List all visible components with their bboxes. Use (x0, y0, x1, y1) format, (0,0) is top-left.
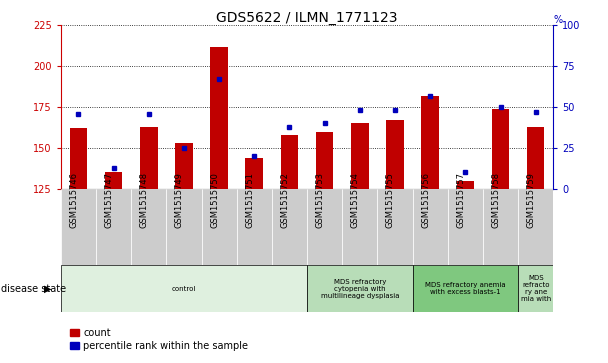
Text: GSM1515758: GSM1515758 (491, 172, 500, 228)
Bar (413, 189, 447, 265)
Text: %: % (553, 15, 562, 25)
Text: GSM1515755: GSM1515755 (386, 172, 395, 228)
Bar (246, 158, 263, 189)
Text: GSM1515753: GSM1515753 (316, 172, 325, 228)
Bar (351, 123, 368, 189)
Bar (201, 189, 237, 265)
Bar (447, 189, 483, 265)
Bar (378, 189, 413, 265)
Bar (61, 189, 96, 265)
Text: MDS
refracto
ry ane
mia with: MDS refracto ry ane mia with (520, 275, 551, 302)
Bar (307, 189, 342, 265)
Text: GSM1515746: GSM1515746 (69, 172, 78, 228)
Text: GSM1515757: GSM1515757 (457, 172, 465, 228)
Bar (96, 189, 131, 265)
Bar (518, 189, 553, 265)
Bar (483, 189, 518, 265)
Bar (61, 265, 307, 312)
Text: GSM1515751: GSM1515751 (245, 172, 254, 228)
Text: GDS5622 / ILMN_1771123: GDS5622 / ILMN_1771123 (216, 11, 398, 25)
Bar (421, 95, 439, 189)
Bar (131, 189, 167, 265)
Text: GSM1515754: GSM1515754 (351, 172, 360, 228)
Text: GSM1515752: GSM1515752 (280, 172, 289, 228)
Bar (492, 109, 510, 189)
Text: GSM1515747: GSM1515747 (105, 172, 114, 228)
Bar (69, 128, 87, 189)
Text: GSM1515748: GSM1515748 (140, 172, 149, 228)
Text: disease state: disease state (1, 284, 66, 294)
Bar (281, 135, 299, 189)
Bar (386, 120, 404, 189)
Bar (457, 180, 474, 189)
Bar (518, 265, 553, 312)
Text: GSM1515750: GSM1515750 (210, 172, 219, 228)
Text: control: control (171, 286, 196, 291)
Bar (413, 265, 518, 312)
Bar (307, 265, 413, 312)
Bar (140, 127, 157, 189)
Legend: count, percentile rank within the sample: count, percentile rank within the sample (66, 324, 252, 355)
Bar (237, 189, 272, 265)
Bar (105, 172, 122, 189)
Bar (272, 189, 307, 265)
Bar (342, 189, 378, 265)
Text: GSM1515759: GSM1515759 (527, 172, 536, 228)
Text: ▶: ▶ (44, 284, 52, 294)
Bar (316, 131, 333, 189)
Text: GSM1515749: GSM1515749 (175, 172, 184, 228)
Text: MDS refractory
cytopenia with
multilineage dysplasia: MDS refractory cytopenia with multilinea… (320, 278, 399, 299)
Bar (527, 127, 545, 189)
Bar (210, 46, 228, 189)
Text: MDS refractory anemia
with excess blasts-1: MDS refractory anemia with excess blasts… (425, 282, 506, 295)
Bar (175, 143, 193, 189)
Bar (167, 189, 201, 265)
Text: GSM1515756: GSM1515756 (421, 172, 430, 228)
